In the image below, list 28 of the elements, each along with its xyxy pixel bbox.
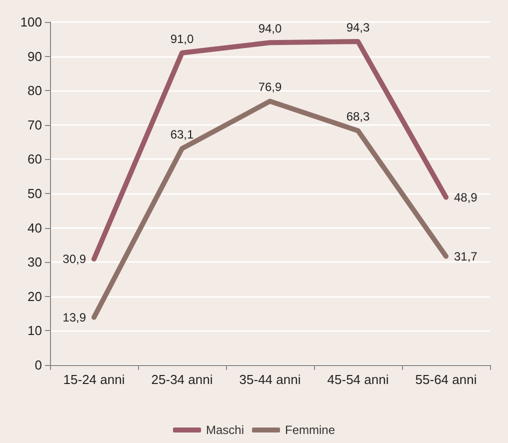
y-tick-label: 50 bbox=[28, 186, 42, 201]
data-label: 31,7 bbox=[454, 249, 478, 264]
data-label: 63,1 bbox=[170, 128, 194, 142]
data-label: 48,9 bbox=[454, 190, 478, 204]
y-tick-label: 60 bbox=[28, 152, 42, 167]
data-label: 30,9 bbox=[62, 252, 86, 266]
y-tick-label: 80 bbox=[28, 83, 42, 98]
legend-label: Femmine bbox=[285, 423, 336, 437]
x-tick-label: 15-24 anni bbox=[63, 372, 125, 387]
y-tick-label: 100 bbox=[20, 14, 42, 30]
data-label: 91,0 bbox=[170, 32, 194, 46]
legend-label: Maschi bbox=[206, 423, 244, 437]
data-label: 94,3 bbox=[346, 20, 370, 35]
data-label: 68,3 bbox=[346, 110, 370, 124]
x-tick-label: 55-64 anni bbox=[415, 372, 477, 387]
y-tick-label: 70 bbox=[28, 117, 42, 132]
data-label: 94,0 bbox=[258, 22, 282, 36]
y-tick-label: 90 bbox=[28, 48, 42, 64]
data-label: 13,9 bbox=[62, 310, 86, 324]
y-tick-label: 20 bbox=[28, 288, 42, 304]
x-tick-label: 25-34 anni bbox=[151, 372, 213, 387]
x-tick-label: 45-54 anni bbox=[327, 372, 389, 387]
y-tick-label: 10 bbox=[28, 323, 42, 338]
y-tick-label: 0 bbox=[34, 358, 42, 372]
x-tick-label: 35-44 anni bbox=[239, 372, 301, 387]
data-label: 76,9 bbox=[258, 80, 282, 94]
y-tick-label: 30 bbox=[28, 254, 42, 270]
y-tick-label: 40 bbox=[28, 220, 42, 236]
